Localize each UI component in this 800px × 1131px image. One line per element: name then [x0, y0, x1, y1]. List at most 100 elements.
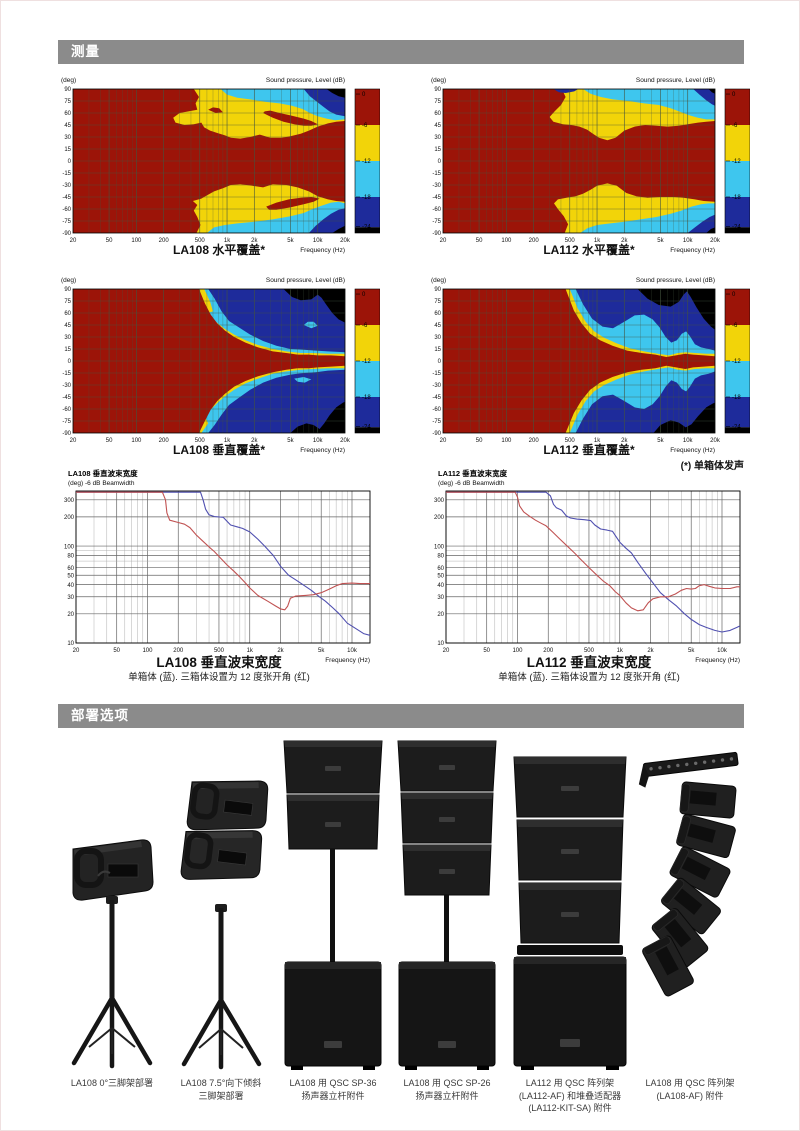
svg-text:-45: -45 — [62, 395, 71, 401]
svg-text:90: 90 — [64, 287, 71, 293]
svg-text:Sound pressure, Level (dB): Sound pressure, Level (dB) — [636, 277, 715, 284]
svg-text:-90: -90 — [62, 431, 71, 437]
svg-text:1k: 1k — [247, 648, 254, 654]
svg-text:60: 60 — [434, 311, 441, 317]
svg-text:20: 20 — [440, 238, 447, 244]
svg-text:5k: 5k — [688, 648, 695, 654]
section-title: 测量 — [71, 44, 100, 59]
svg-text:75: 75 — [64, 299, 71, 305]
svg-text:200: 200 — [543, 648, 554, 654]
svg-text:-12: -12 — [362, 359, 371, 365]
product-caption: LA112 用 QSC 阵列架 (LA112-AF) 和堆叠适配器 (LA112… — [518, 1078, 622, 1114]
svg-text:-45: -45 — [432, 195, 441, 201]
svg-text:200: 200 — [173, 648, 184, 654]
svg-text:500: 500 — [565, 438, 576, 444]
svg-text:40: 40 — [437, 583, 444, 589]
product-image-sp36-pole — [283, 740, 383, 1070]
product-figure-sp26-pole: LA108 用 QSC SP-26 扬声器立杆附件 — [390, 736, 504, 1115]
svg-text:-6: -6 — [732, 323, 738, 329]
svg-text:50: 50 — [437, 573, 444, 579]
svg-text:-60: -60 — [62, 207, 71, 213]
svg-text:80: 80 — [67, 554, 74, 560]
svg-text:200: 200 — [159, 238, 170, 244]
product-figure-la112-stack: LA112 用 QSC 阵列架 (LA112-AF) 和堆叠适配器 (LA112… — [504, 736, 636, 1115]
svg-text:-90: -90 — [432, 431, 441, 437]
svg-text:50: 50 — [113, 648, 120, 654]
svg-text:100: 100 — [501, 238, 512, 244]
section-header-measurements: 测量 — [58, 40, 744, 64]
svg-text:-45: -45 — [432, 395, 441, 401]
svg-text:-12: -12 — [732, 359, 741, 365]
svg-text:1k: 1k — [224, 438, 231, 444]
svg-text:50: 50 — [106, 238, 113, 244]
svg-text:0: 0 — [362, 92, 366, 98]
svg-text:20k: 20k — [340, 238, 351, 244]
svg-text:60: 60 — [434, 111, 441, 117]
svg-text:200: 200 — [529, 238, 540, 244]
product-caption: LA108 用 QSC SP-26 扬声器立杆附件 — [403, 1078, 491, 1101]
caption-la108-vertical: LA108 垂直覆盖* — [172, 443, 266, 457]
svg-text:-6: -6 — [362, 323, 368, 329]
svg-text:5k: 5k — [287, 438, 294, 444]
svg-text:90: 90 — [434, 287, 441, 293]
svg-text:10k: 10k — [683, 438, 694, 444]
svg-text:60: 60 — [64, 311, 71, 317]
svg-text:-75: -75 — [432, 419, 441, 425]
svg-text:0: 0 — [438, 159, 442, 165]
svg-text:45: 45 — [64, 323, 71, 329]
svg-text:LA112 垂直波束宽度: LA112 垂直波束宽度 — [438, 468, 508, 478]
svg-text:-30: -30 — [432, 383, 441, 389]
svg-text:2k: 2k — [251, 238, 258, 244]
svg-text:-75: -75 — [432, 219, 441, 225]
svg-text:5k: 5k — [657, 238, 664, 244]
svg-text:-15: -15 — [432, 171, 441, 177]
svg-text:1k: 1k — [594, 438, 601, 444]
svg-text:80: 80 — [437, 554, 444, 560]
svg-text:20: 20 — [73, 648, 80, 654]
svg-text:10k: 10k — [683, 238, 694, 244]
svg-text:2k: 2k — [277, 648, 284, 654]
svg-text:10k: 10k — [313, 238, 324, 244]
svg-text:50: 50 — [106, 438, 113, 444]
svg-text:-45: -45 — [62, 195, 71, 201]
svg-text:20k: 20k — [710, 438, 721, 444]
product-caption: LA108 0°三脚架部署 — [70, 1078, 154, 1088]
svg-text:20: 20 — [437, 612, 444, 618]
svg-text:300: 300 — [434, 498, 445, 504]
svg-text:Frequency (Hz): Frequency (Hz) — [670, 447, 715, 454]
svg-text:(deg): (deg) — [431, 277, 446, 284]
svg-text:45: 45 — [434, 323, 441, 329]
svg-text:0: 0 — [732, 292, 736, 298]
product-image-la112-stack — [513, 756, 627, 1070]
product-caption: LA108 用 QSC 阵列架 (LA108-AF) 附件 — [645, 1078, 735, 1101]
svg-text:Frequency (Hz): Frequency (Hz) — [670, 247, 715, 254]
svg-text:100: 100 — [501, 438, 512, 444]
svg-text:-12: -12 — [732, 159, 741, 165]
svg-text:-30: -30 — [432, 183, 441, 189]
svg-text:-18: -18 — [732, 395, 741, 401]
svg-text:-6: -6 — [732, 123, 738, 129]
svg-text:60: 60 — [67, 566, 74, 572]
svg-text:15: 15 — [64, 347, 71, 353]
svg-text:30: 30 — [437, 595, 444, 601]
section-title: 部署选项 — [71, 708, 129, 723]
svg-text:Frequency (Hz): Frequency (Hz) — [300, 447, 345, 454]
svg-text:300: 300 — [64, 498, 75, 504]
svg-text:20: 20 — [70, 438, 77, 444]
product-figure-tripod-0deg: LA108 0°三脚架部署 — [58, 736, 166, 1115]
svg-text:-30: -30 — [62, 383, 71, 389]
product-caption: LA108 7.5°向下倾斜 三脚架部署 — [180, 1078, 262, 1101]
subcaption-la108-beamwidth: 单箱体 (蓝). 三箱体设置为 12 度张开角 (红) — [128, 672, 310, 683]
svg-text:100: 100 — [131, 438, 142, 444]
svg-text:500: 500 — [195, 238, 206, 244]
svg-text:20k: 20k — [340, 438, 351, 444]
svg-text:-60: -60 — [432, 207, 441, 213]
svg-text:(deg): (deg) — [431, 77, 446, 84]
svg-text:0: 0 — [362, 292, 366, 298]
svg-text:20: 20 — [70, 238, 77, 244]
